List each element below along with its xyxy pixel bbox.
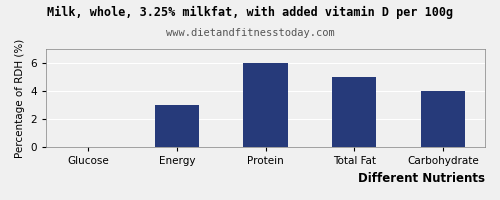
X-axis label: Different Nutrients: Different Nutrients xyxy=(358,172,485,185)
Bar xyxy=(332,77,376,147)
Bar xyxy=(155,105,199,147)
Bar xyxy=(420,91,465,147)
Text: www.dietandfitnesstoday.com: www.dietandfitnesstoday.com xyxy=(166,28,334,38)
Bar xyxy=(244,63,288,147)
Y-axis label: Percentage of RDH (%): Percentage of RDH (%) xyxy=(15,39,25,158)
Text: Milk, whole, 3.25% milkfat, with added vitamin D per 100g: Milk, whole, 3.25% milkfat, with added v… xyxy=(47,6,453,19)
